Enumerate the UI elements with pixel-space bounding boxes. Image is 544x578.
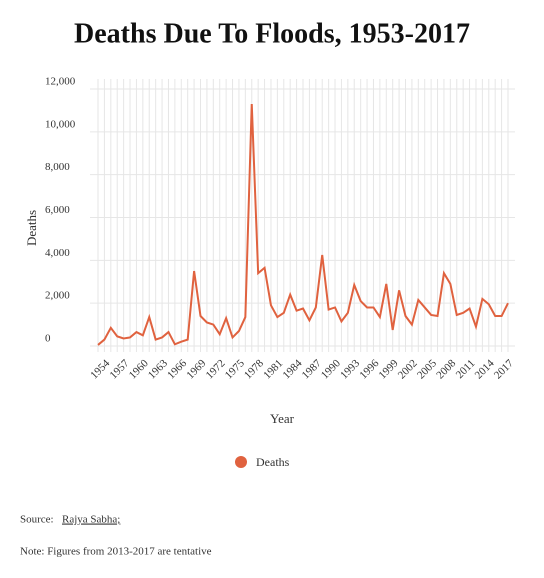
source-label: Source: — [20, 514, 54, 526]
x-tick-label: 1957 — [107, 357, 131, 381]
chart-title: Deaths Due To Floods, 1953-2017 — [74, 18, 470, 49]
x-tick-label: 1999 — [377, 357, 401, 381]
x-tick-label: 2002 — [396, 357, 420, 381]
y-tick-label: 0 — [45, 333, 51, 345]
legend-marker — [235, 456, 247, 468]
y-tick-label: 4,000 — [45, 247, 70, 259]
x-tick-label: 2005 — [415, 357, 439, 381]
x-tick-label: 1966 — [165, 357, 189, 381]
x-tick-label: 1975 — [223, 357, 247, 381]
x-axis-label: Year — [270, 411, 295, 426]
x-tick-label: 1960 — [127, 357, 151, 381]
x-tick-label: 2008 — [434, 357, 458, 381]
y-tick-label: 10,000 — [45, 118, 76, 130]
x-tick-label: 1987 — [300, 357, 324, 381]
legend-label[interactable]: Deaths — [256, 455, 290, 469]
x-tick-label: 1972 — [204, 357, 228, 381]
source-link[interactable]: Rajya Sabha; — [62, 514, 120, 526]
x-tick-label: 2017 — [492, 357, 516, 381]
y-tick-label: 12,000 — [45, 76, 76, 88]
y-axis-label: Deaths — [24, 210, 39, 246]
x-tick-label: 1996 — [357, 357, 381, 381]
y-tick-label: 8,000 — [45, 161, 70, 173]
data-line — [97, 103, 509, 346]
x-tick-label: 1990 — [319, 357, 343, 381]
x-tick-label: 1978 — [242, 357, 266, 381]
note: Note: Figures from 2013-2017 are tentati… — [20, 546, 212, 558]
x-tick-label: 2014 — [473, 357, 497, 381]
x-tick-label: 1954 — [88, 357, 112, 381]
x-tick-label: 1969 — [184, 357, 208, 381]
x-tick-label: 1984 — [280, 357, 304, 381]
x-tick-label: 1993 — [338, 357, 362, 381]
y-tick-label: 6,000 — [45, 204, 70, 216]
y-tick-label: 2,000 — [45, 290, 70, 302]
x-tick-label: 1963 — [146, 357, 170, 381]
x-tick-label: 1981 — [261, 357, 285, 381]
x-tick-label: 2011 — [454, 357, 478, 381]
